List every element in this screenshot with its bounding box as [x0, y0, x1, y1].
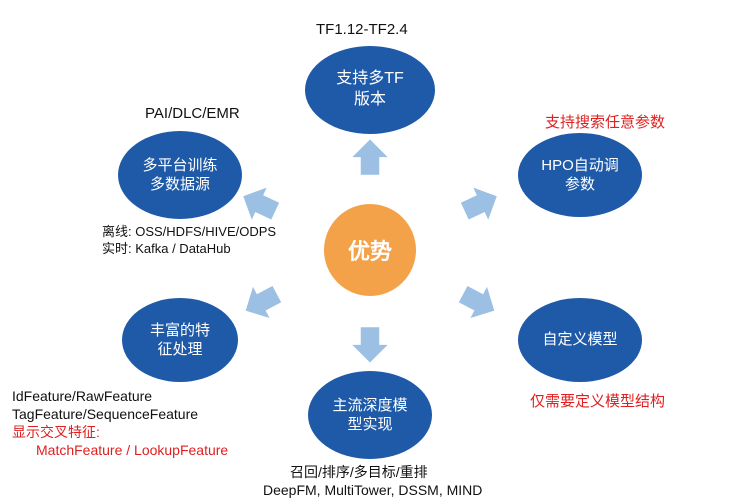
platform-caption: PAI/DLC/EMR	[145, 104, 240, 124]
node-models: 主流深度模型实现	[308, 371, 432, 459]
feature-caption-1: IdFeature/RawFeature	[12, 387, 152, 405]
feature-caption-4: MatchFeature / LookupFeature	[36, 441, 228, 459]
feature-caption-3: 显示交叉特征:	[12, 423, 100, 441]
center-node: 优势	[324, 204, 416, 296]
arrow-icon	[450, 274, 507, 331]
center-label: 优势	[348, 234, 392, 266]
custom-caption: 仅需要定义模型结构	[530, 392, 665, 412]
node-hpo-label: HPO自动调参数	[541, 156, 619, 195]
node-feature: 丰富的特征处理	[122, 298, 238, 382]
node-platform: 多平台训练多数据源	[118, 131, 242, 219]
node-platform-label: 多平台训练多数据源	[142, 156, 217, 195]
models-caption-2: DeepFM, MultiTower, DSSM, MIND	[263, 481, 482, 499]
arrow-icon	[452, 176, 508, 232]
arrow-icon	[349, 137, 391, 179]
platform-line-2: 实时: Kafka / DataHub	[102, 241, 231, 258]
hpo-caption: 支持搜索任意参数	[545, 113, 665, 133]
feature-caption-2: TagFeature/SequenceFeature	[12, 405, 198, 423]
arrow-icon	[349, 323, 391, 365]
node-tf: 支持多TF版本	[305, 46, 435, 134]
models-caption-1: 召回/排序/多目标/重排	[290, 463, 428, 481]
arrow-icon	[234, 274, 291, 331]
node-hpo: HPO自动调参数	[518, 133, 642, 217]
diagram-root: { "colors": { "node_fill": "#1f5aa8", "c…	[0, 0, 746, 500]
platform-line-1: 离线: OSS/HDFS/HIVE/ODPS	[102, 224, 276, 241]
node-models-label: 主流深度模型实现	[332, 396, 407, 435]
node-custom-label: 自定义模型	[542, 330, 617, 350]
node-custom: 自定义模型	[518, 298, 642, 382]
tf-caption: TF1.12-TF2.4	[316, 20, 408, 40]
node-tf-label: 支持多TF版本	[336, 69, 404, 111]
node-feature-label: 丰富的特征处理	[150, 321, 210, 360]
